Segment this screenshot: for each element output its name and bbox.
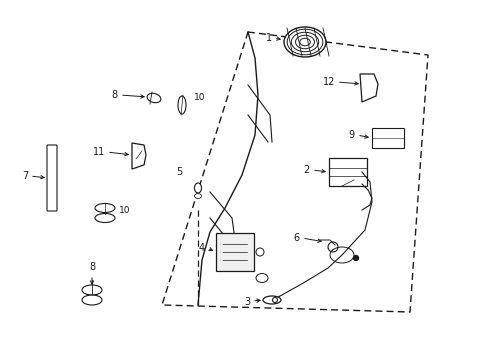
Ellipse shape [256,248,264,256]
Ellipse shape [95,203,115,212]
Text: 11: 11 [93,147,105,157]
Text: 12: 12 [322,77,334,87]
FancyBboxPatch shape [216,233,253,271]
Ellipse shape [82,295,102,305]
Circle shape [353,256,358,261]
Ellipse shape [263,296,281,304]
Text: 8: 8 [112,90,118,100]
Circle shape [272,297,277,302]
Text: 7: 7 [21,171,28,181]
Text: 8: 8 [89,262,95,272]
Circle shape [327,242,337,252]
FancyBboxPatch shape [47,145,57,211]
Text: 10: 10 [119,206,130,215]
Ellipse shape [95,213,115,222]
Ellipse shape [256,274,267,283]
Ellipse shape [284,27,325,57]
Text: 1: 1 [265,33,271,43]
Text: 5: 5 [175,167,182,177]
Text: 3: 3 [244,297,249,307]
Ellipse shape [194,183,201,193]
Text: 9: 9 [348,130,354,140]
Text: 2: 2 [303,165,309,175]
Ellipse shape [178,96,185,114]
Text: 6: 6 [293,233,299,243]
Text: 4: 4 [199,243,204,253]
Ellipse shape [82,285,102,295]
Ellipse shape [194,194,201,198]
FancyBboxPatch shape [328,158,366,186]
FancyBboxPatch shape [371,128,403,148]
Text: 10: 10 [194,93,205,102]
Ellipse shape [147,93,161,103]
